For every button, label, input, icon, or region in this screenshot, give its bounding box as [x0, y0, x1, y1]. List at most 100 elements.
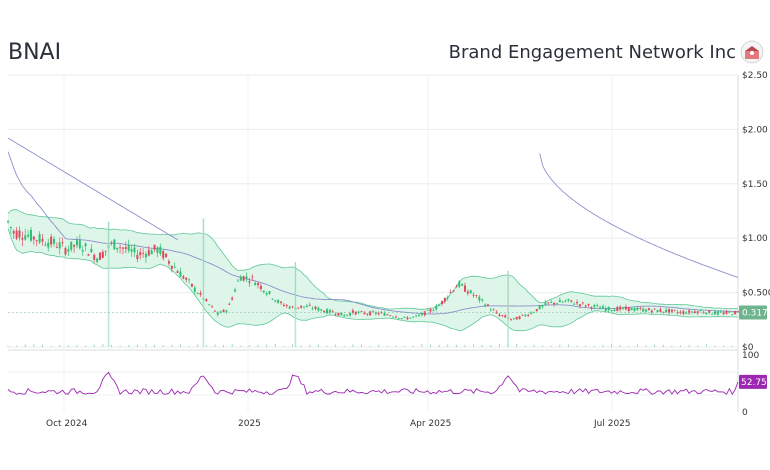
candle-body [423, 311, 426, 316]
candle-body [84, 243, 87, 247]
volume-bar [7, 345, 9, 347]
candle-body [550, 301, 553, 303]
candle-body [24, 235, 27, 240]
candlestick-series [7, 218, 739, 321]
volume-bar [671, 345, 673, 347]
volume-bar [567, 344, 569, 347]
candle-body [616, 307, 619, 311]
price-axis: $0 $0.500 $1.00 $1.50 $2.00 $2.50 0 100 0.317 52.… [8, 71, 770, 418]
candle-body [173, 266, 176, 268]
volume-bar [404, 345, 406, 347]
volume-bar [619, 345, 621, 347]
candle-body [67, 249, 70, 252]
volume-bar [248, 345, 250, 347]
candle-body [596, 305, 599, 307]
candle-body [504, 315, 507, 318]
candle-body [196, 293, 199, 295]
candle-body [489, 309, 492, 311]
candle-body [110, 242, 113, 244]
candle-body [699, 310, 702, 312]
candle-body [190, 283, 193, 287]
candle-body [737, 311, 739, 313]
candle-body [417, 315, 420, 316]
volume-bar [585, 345, 587, 347]
candle-body [308, 304, 311, 306]
volume-bar [542, 345, 544, 347]
volume-bar [188, 345, 190, 347]
rsi-panel [7, 371, 739, 396]
candle-body [578, 304, 581, 307]
candle-body [331, 311, 334, 313]
bollinger-upper [7, 209, 739, 310]
candle-body [87, 254, 90, 256]
candle-body [535, 309, 538, 312]
candle-body [259, 285, 262, 290]
candle-body [50, 236, 53, 245]
bollinger-fill [8, 209, 738, 331]
candle-body [251, 276, 254, 278]
volume-bar [292, 344, 294, 347]
candle-body [492, 309, 495, 311]
candle-body [461, 284, 464, 286]
candle-body [47, 242, 50, 248]
volume-bar [197, 344, 199, 347]
candle-body [29, 229, 32, 241]
volume-bar [429, 344, 431, 347]
candle-body [449, 291, 452, 293]
candle-body [311, 308, 314, 310]
time-tick-label: Apr 2025 [410, 419, 451, 429]
volume-bar [593, 345, 595, 347]
volume-bar [231, 344, 233, 347]
candle-body [303, 306, 306, 308]
price-tick-label: $2.50 [742, 71, 768, 81]
candle-body [403, 316, 406, 318]
candle-body [392, 316, 395, 318]
candle-body [716, 311, 719, 315]
candle-body [501, 315, 504, 316]
candle-body [144, 253, 147, 258]
candle-body [394, 316, 397, 318]
candle-body [78, 240, 81, 249]
candle-body [624, 306, 627, 310]
volume-bar [102, 344, 104, 347]
volume-bar [654, 344, 656, 347]
volume-bar [274, 344, 276, 347]
candle-body [705, 312, 708, 315]
volume-bar [550, 345, 552, 347]
candle-body [236, 280, 239, 282]
volume-spike [107, 221, 110, 347]
volume-bar [378, 344, 380, 347]
volume-bar [154, 344, 156, 347]
volume-bar [145, 344, 147, 347]
rsi-line [7, 371, 739, 396]
candle-body [104, 250, 107, 252]
candle-body [9, 226, 12, 228]
candle-body [44, 244, 47, 246]
candle-body [150, 250, 153, 255]
volume-bar [317, 344, 319, 347]
volume-bar [386, 345, 388, 347]
candle-body [15, 230, 18, 239]
candle-body [515, 316, 518, 320]
candle-body [159, 246, 162, 254]
candle-body [27, 234, 30, 237]
candle-body [711, 313, 714, 315]
candle-body [452, 290, 455, 292]
candle-body [670, 309, 673, 312]
candle-body [691, 311, 694, 313]
candle-body [225, 310, 228, 312]
time-tick-label: Oct 2024 [46, 419, 88, 429]
candle-body [351, 310, 354, 314]
candle-body [326, 309, 329, 314]
candle-body [647, 308, 650, 311]
candle-body [555, 303, 558, 305]
candle-body [415, 315, 418, 317]
candle-body [323, 311, 326, 313]
candle-body [176, 271, 179, 273]
volume-bar [611, 344, 613, 347]
candle-body [64, 248, 67, 255]
last-price-label: 0.317 [742, 309, 768, 319]
volume-bar [395, 345, 397, 347]
candle-body [593, 305, 596, 307]
volume-bar [688, 344, 690, 347]
